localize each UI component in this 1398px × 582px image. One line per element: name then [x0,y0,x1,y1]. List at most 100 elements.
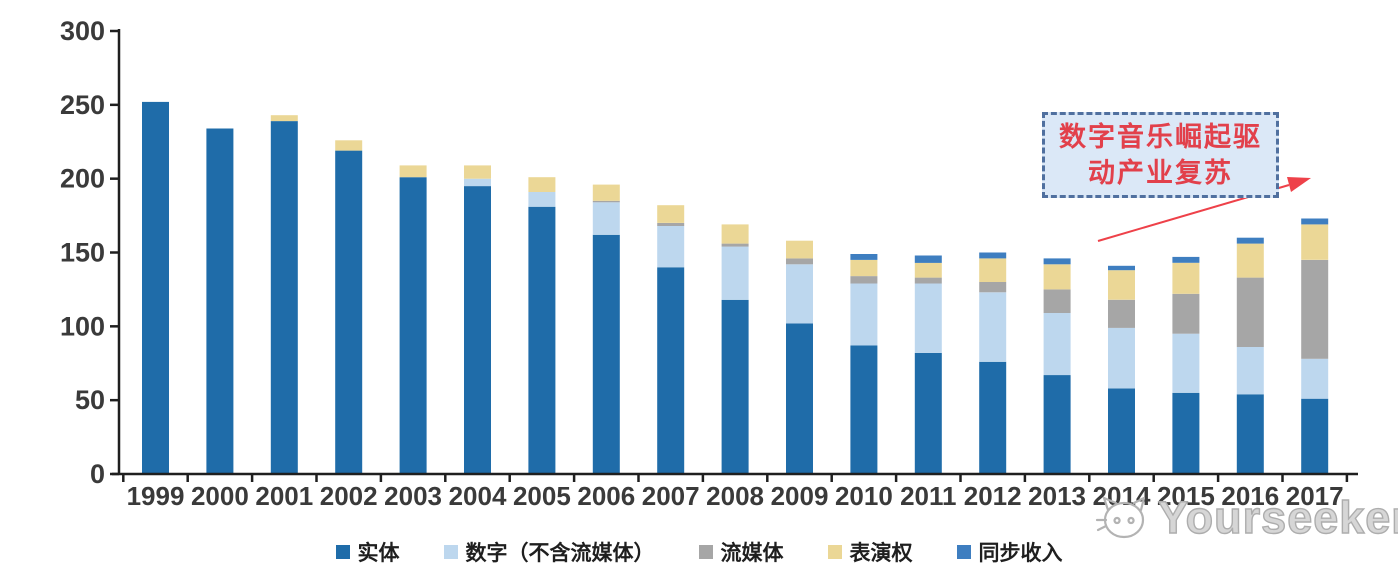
bar-segment-2014-sync-revenue [1108,265,1135,271]
y-axis-label-100: 100 [60,311,105,341]
bar-segment-2016-performance-rights [1236,243,1264,278]
x-axis-label-2016: 2016 [1221,481,1279,511]
legend-item-performance-rights: 表演权 [827,537,913,567]
x-axis-label-2009: 2009 [771,481,829,511]
y-axis-label-150: 150 [60,238,105,268]
x-axis-label-2011: 2011 [900,481,956,511]
bar-segment-2008-digital-excl-streaming [721,246,749,300]
bar-segment-2010-physical [850,345,878,474]
bar-segment-2008-physical [721,299,749,474]
bar-segment-2004-digital-excl-streaming [464,178,491,187]
bar-segment-2008-performance-rights [721,224,749,244]
bar-segment-2011-digital-excl-streaming [914,283,942,353]
bar-segment-2004-physical [464,186,491,474]
annotation-text-line1: 数字音乐崛起驱 [1059,122,1262,152]
x-axis-label-2008: 2008 [706,481,764,511]
bar-segment-2008-streaming [721,243,749,247]
bar-segment-2010-sync-revenue [850,254,878,260]
bar-segment-2005-physical [528,206,556,474]
y-axis-label-250: 250 [60,90,105,120]
bar-segment-2012-digital-excl-streaming [979,292,1007,362]
bar-segment-2016-sync-revenue [1236,237,1264,244]
legend-swatch-streaming [698,545,713,559]
x-axis-label-2015: 2015 [1157,481,1215,511]
bar-segment-2007-streaming [657,223,685,226]
legend-label-performance-rights: 表演权 [849,542,913,565]
bar-segment-2003-performance-rights [399,165,427,178]
x-axis-label-2000: 2000 [191,481,249,511]
bar-segment-2013-streaming [1043,289,1071,313]
x-axis-label-2007: 2007 [642,481,700,511]
bar-segment-2014-digital-excl-streaming [1108,327,1135,389]
legend-label-streaming: 流媒体 [720,542,784,565]
bar-segment-2007-digital-excl-streaming [657,225,685,268]
bar-segment-2016-physical [1236,394,1264,474]
bar-segment-2013-digital-excl-streaming [1043,313,1071,375]
annotation-arrow-head [1287,177,1311,192]
bar-segment-2015-sync-revenue [1172,256,1200,263]
bar-segment-2006-performance-rights [592,184,620,201]
bar-segment-2017-sync-revenue [1301,218,1329,225]
x-axis-label-2017: 2017 [1286,481,1344,511]
x-axis-label-2001: 2001 [255,481,313,511]
bar-segment-2010-performance-rights [850,259,878,277]
y-axis-label-200: 200 [60,164,105,194]
x-axis-label-2006: 2006 [577,481,635,511]
bar-segment-2004-performance-rights [464,165,491,179]
bar-segment-2017-streaming [1301,259,1329,359]
y-axis-label-50: 50 [75,385,105,415]
y-axis-label-300: 300 [60,16,105,46]
chart-legend: 实体 数字（不含流媒体） 流媒体 表演权 同步收入 [0,537,1398,567]
legend-label-physical: 实体 [357,542,400,565]
legend-item-streaming: 流媒体 [698,537,784,567]
legend-swatch-performance-rights [827,545,842,559]
bar-segment-2013-sync-revenue [1043,258,1071,265]
x-axis-label-2003: 2003 [384,481,442,511]
bar-segment-2012-performance-rights [979,258,1007,282]
bar-segment-2017-performance-rights [1301,224,1329,260]
bar-segment-2005-digital-excl-streaming [528,192,556,207]
bar-segment-2012-physical [979,361,1007,474]
bar-segment-2001-performance-rights [270,115,298,122]
bar-segment-2011-sync-revenue [914,255,942,263]
bar-segment-2014-streaming [1108,299,1135,328]
bar-segment-2001-physical [270,121,298,474]
bar-segment-2007-performance-rights [657,205,685,223]
bar-segment-2006-digital-excl-streaming [592,202,620,235]
bar-segment-2015-physical [1172,392,1200,474]
bar-segment-2009-digital-excl-streaming [786,264,813,324]
bar-segment-2010-streaming [850,276,878,284]
bar-segment-2010-digital-excl-streaming [850,283,878,346]
x-axis-label-2005: 2005 [513,481,571,511]
x-axis-label-2014: 2014 [1093,481,1151,511]
bar-segment-2002-performance-rights [335,140,363,151]
y-axis-label-0: 0 [90,459,105,489]
bar-segment-2009-streaming [786,258,813,265]
legend-item-digital-excl-streaming: 数字（不含流媒体） [443,537,655,567]
x-axis-label-2012: 2012 [964,481,1022,511]
x-axis-label-1999: 1999 [127,481,185,511]
bar-segment-2014-physical [1108,388,1135,474]
bar-segment-2017-physical [1301,398,1329,474]
bar-segment-2011-performance-rights [914,262,942,278]
bar-segment-2013-physical [1043,375,1071,474]
bar-segment-2013-performance-rights [1043,264,1071,290]
legend-swatch-digital-excl-streaming [443,545,458,559]
annotation-callout: 数字音乐崛起驱 动产业复苏 [1042,112,1279,198]
bar-segment-2006-streaming [592,200,620,203]
legend-label-digital-excl-streaming: 数字（不含流媒体） [465,542,655,565]
legend-label-sync-revenue: 同步收入 [978,542,1063,565]
bar-segment-2012-sync-revenue [979,252,1007,259]
bar-segment-2005-performance-rights [528,177,556,192]
bar-segment-2011-streaming [914,277,942,284]
bar-segment-2016-streaming [1236,277,1264,347]
bar-segment-2016-digital-excl-streaming [1236,347,1264,395]
legend-swatch-sync-revenue [956,545,971,559]
bar-segment-2015-digital-excl-streaming [1172,333,1200,393]
x-axis-label-2004: 2004 [449,481,507,511]
bar-segment-2015-performance-rights [1172,262,1200,294]
x-axis-label-2010: 2010 [835,481,893,511]
x-axis-label-2013: 2013 [1028,481,1086,511]
